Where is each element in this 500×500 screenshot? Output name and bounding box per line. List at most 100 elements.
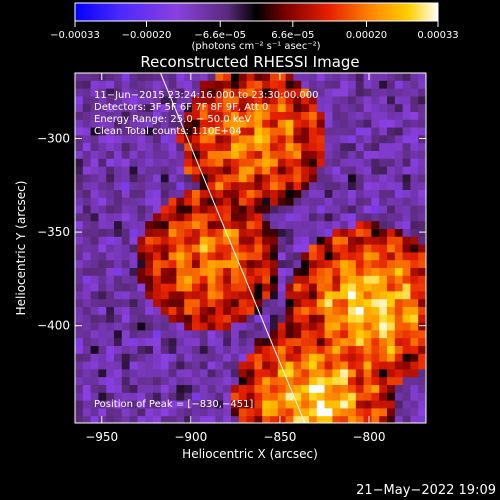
heatmap-cell [348, 197, 357, 206]
heatmap-cell [231, 299, 240, 308]
heatmap-cell [121, 236, 130, 245]
heatmap-cell [285, 361, 294, 370]
heatmap-cell [82, 275, 91, 284]
heatmap-cell [332, 104, 341, 113]
heatmap-cell [340, 213, 349, 222]
heatmap-cell [215, 73, 224, 82]
heatmap-cell [379, 236, 388, 245]
heatmap-cell [410, 275, 419, 284]
heatmap-cell [270, 353, 279, 362]
heatmap-cell [363, 88, 372, 97]
heatmap-cell [277, 112, 286, 121]
heatmap-cell [90, 112, 99, 121]
heatmap-cell [371, 221, 380, 230]
heatmap-cell [215, 119, 224, 128]
heatmap-cell [192, 307, 201, 316]
heatmap-cell [238, 104, 247, 113]
heatmap-cell [137, 252, 146, 261]
heatmap-cell [394, 197, 403, 206]
heatmap-cell [82, 299, 91, 308]
heatmap-cell [168, 291, 177, 300]
heatmap-cell [153, 252, 162, 261]
heatmap-cell [301, 260, 310, 269]
heatmap-cell [114, 338, 123, 347]
heatmap-cell [394, 283, 403, 292]
heatmap-cell [129, 330, 138, 339]
heatmap-cell [106, 80, 115, 89]
heatmap-cell [387, 353, 396, 362]
heatmap-cell [129, 151, 138, 160]
heatmap-cell [184, 166, 193, 175]
heatmap-cell [75, 268, 84, 277]
heatmap-cell [309, 275, 318, 284]
heatmap-cell [90, 346, 99, 355]
heatmap-cell [231, 314, 240, 323]
heatmap-cell [301, 392, 310, 401]
heatmap-cell [145, 80, 154, 89]
heatmap-cell [215, 400, 224, 409]
heatmap-cell [75, 392, 84, 401]
heatmap-cell [246, 275, 255, 284]
heatmap-cell [82, 96, 91, 105]
heatmap-cell [98, 400, 107, 409]
heatmap-cell [223, 307, 232, 316]
colorbar-tick-label: −0.00020 [122, 30, 172, 41]
heatmap-cell [285, 275, 294, 284]
heatmap-cell [340, 158, 349, 167]
heatmap-cell [293, 322, 302, 331]
heatmap-cell [418, 314, 426, 323]
heatmap-cell [168, 80, 177, 89]
heatmap-cell [379, 135, 388, 144]
heatmap-cell [355, 338, 364, 347]
heatmap-cell [114, 104, 123, 113]
heatmap-cell [316, 408, 325, 417]
heatmap-cell [106, 104, 115, 113]
heatmap-cell [418, 213, 426, 222]
heatmap-cell [270, 361, 279, 370]
heatmap-cell [270, 221, 279, 230]
heatmap-cell [114, 392, 123, 401]
heatmap-cell [348, 377, 357, 386]
heatmap-cell [75, 112, 84, 121]
heatmap-cell [231, 229, 240, 238]
heatmap-cell [137, 236, 146, 245]
heatmap-cell [207, 96, 216, 105]
heatmap-cell [82, 127, 91, 136]
heatmap-cell [90, 135, 99, 144]
heatmap-cell [207, 400, 216, 409]
heatmap-cell [114, 346, 123, 355]
heatmap-cell [277, 229, 286, 238]
heatmap-cell [98, 408, 107, 417]
heatmap-cell [254, 299, 263, 308]
heatmap-cell [192, 73, 201, 82]
heatmap-cell [332, 158, 341, 167]
heatmap-cell [223, 260, 232, 269]
heatmap-cell [184, 244, 193, 253]
heatmap-cell [98, 385, 107, 394]
heatmap-cell [316, 392, 325, 401]
heatmap-cell [316, 158, 325, 167]
heatmap-cell [231, 205, 240, 214]
heatmap-cell [410, 314, 419, 323]
heatmap-cell [137, 119, 146, 128]
heatmap-cell [410, 190, 419, 199]
heatmap-cell [379, 174, 388, 183]
heatmap-cell [231, 166, 240, 175]
heatmap-cell [207, 104, 216, 113]
heatmap-cell [121, 205, 130, 214]
heatmap-cell [153, 143, 162, 152]
heatmap-cell [270, 244, 279, 253]
heatmap-cell [75, 80, 84, 89]
heatmap-cell [324, 283, 333, 292]
heatmap-cell [379, 88, 388, 97]
heatmap-cell [199, 96, 208, 105]
heatmap-cell [192, 205, 201, 214]
heatmap-cell [184, 112, 193, 121]
heatmap-cell [231, 143, 240, 152]
heatmap-cell [277, 307, 286, 316]
heatmap-cell [160, 275, 169, 284]
heatmap-cell [387, 416, 396, 423]
heatmap-cell [324, 135, 333, 144]
heatmap-cell [137, 392, 146, 401]
